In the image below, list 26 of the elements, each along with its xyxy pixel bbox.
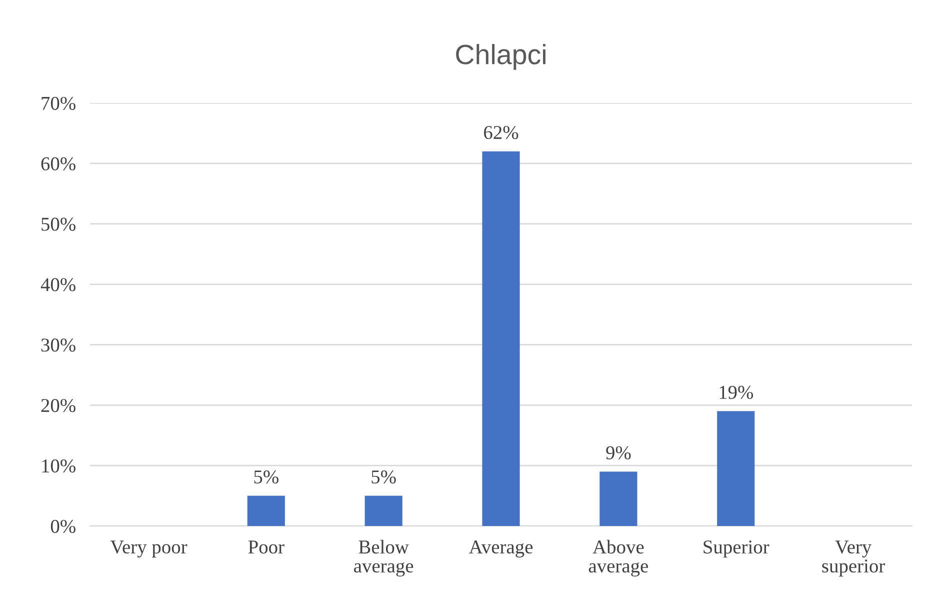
y-tick-label: 70% xyxy=(42,96,76,110)
x-tick-label: Superior xyxy=(704,540,770,558)
x-tick-label: Very superior xyxy=(822,540,885,577)
x-tick-label: Above average xyxy=(588,540,648,577)
y-tick-label: 50% xyxy=(42,218,76,231)
y-tick-label: 60% xyxy=(41,157,76,170)
data-label: 19% xyxy=(720,386,754,399)
y-tick-label: 10% xyxy=(42,459,76,473)
x-tick-label: Very poor xyxy=(110,540,188,558)
bar xyxy=(364,496,402,526)
bar xyxy=(247,496,285,526)
bar xyxy=(600,472,638,526)
data-label: 5% xyxy=(372,470,396,484)
x-tick-label: Average xyxy=(468,540,533,558)
y-tick-label: 30% xyxy=(41,338,76,352)
y-tick-label: 20% xyxy=(41,398,76,412)
data-label: 5% xyxy=(254,470,278,484)
data-label: 62% xyxy=(484,126,518,140)
y-tick-label: 40% xyxy=(40,278,76,292)
y-tick-label: 0% xyxy=(50,520,76,533)
bar xyxy=(482,151,520,526)
bar xyxy=(717,411,755,526)
data-label: 9% xyxy=(606,446,631,460)
x-tick-label: Poor xyxy=(248,540,284,554)
x-tick-label: Below average xyxy=(354,540,414,577)
chart-title: Chlapci xyxy=(456,44,546,70)
